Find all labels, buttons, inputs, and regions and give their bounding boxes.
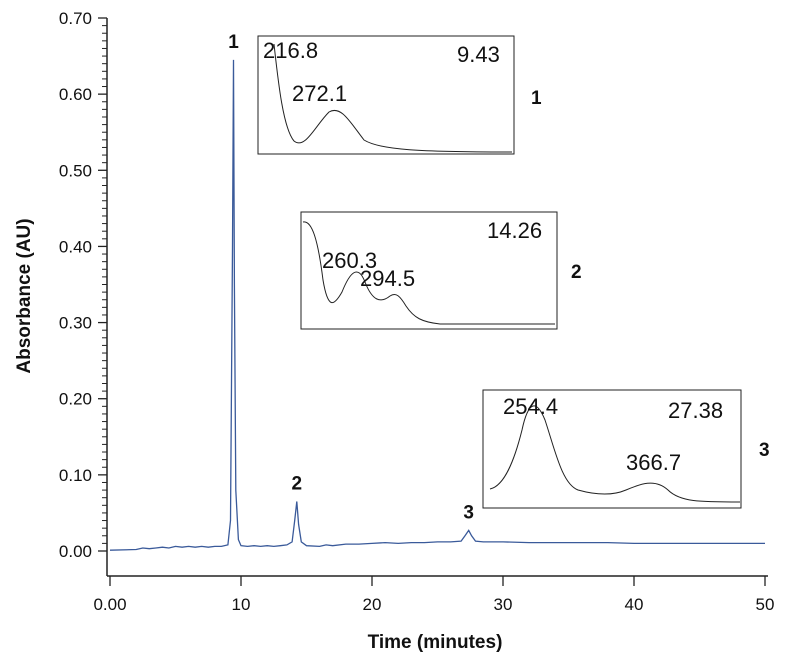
x-tick-label: 30 bbox=[494, 595, 513, 614]
y-major-ticks: 0.00 0.10 0.20 0.30 0.40 0.50 0.60 0.70 bbox=[59, 9, 107, 561]
peak-labels: 1 2 3 bbox=[228, 32, 474, 524]
y-tick-label: 0.00 bbox=[59, 542, 92, 561]
inset-curve bbox=[302, 221, 555, 325]
inset-lambda-2: 294.5 bbox=[360, 266, 415, 291]
inset-lambda-1: 254.4 bbox=[503, 394, 558, 419]
x-tick-label: 40 bbox=[625, 595, 644, 614]
inset-retention-time: 9.43 bbox=[457, 42, 500, 67]
inset-retention-time: 27.38 bbox=[668, 398, 723, 423]
inset-lambda-2: 272.1 bbox=[292, 81, 347, 106]
y-tick-label: 0.10 bbox=[59, 466, 92, 485]
inset-spectrum-3: 254.4 366.7 27.38 3 bbox=[482, 389, 770, 509]
y-axis-title: Absorbance (AU) bbox=[14, 218, 35, 373]
x-tick-label: 10 bbox=[232, 595, 251, 614]
x-axis-title: Time (minutes) bbox=[368, 632, 503, 653]
inset-id: 2 bbox=[571, 262, 582, 283]
inset-lambda-2: 366.7 bbox=[626, 450, 681, 475]
y-tick-label: 0.70 bbox=[59, 9, 92, 28]
inset-frame bbox=[482, 389, 742, 509]
inset-lambda-1: 216.8 bbox=[263, 38, 318, 63]
y-tick-label: 0.30 bbox=[59, 314, 92, 333]
y-tick-label: 0.20 bbox=[59, 390, 92, 409]
inset-retention-time: 14.26 bbox=[487, 218, 542, 243]
x-tick-label: 0.00 bbox=[93, 595, 126, 614]
inset-spectrum-2: 260.3 294.5 14.26 2 bbox=[300, 211, 582, 330]
y-minor-ticks bbox=[102, 25, 107, 544]
peak-label: 2 bbox=[292, 474, 303, 495]
x-tick-label: 50 bbox=[756, 595, 775, 614]
x-ticks: 0.00 10 20 30 40 50 bbox=[93, 576, 774, 614]
inset-spectrum-1: 216.8 272.1 9.43 1 bbox=[257, 35, 542, 155]
inset-id: 1 bbox=[531, 88, 542, 109]
y-tick-label: 0.60 bbox=[59, 85, 92, 104]
inset-frame bbox=[257, 35, 515, 155]
inset-curve bbox=[489, 405, 741, 503]
series-line bbox=[109, 59, 765, 551]
inset-id: 3 bbox=[759, 440, 770, 461]
inset-lambda-1: 260.3 bbox=[322, 248, 377, 273]
peak-label: 3 bbox=[463, 502, 474, 523]
y-tick-label: 0.50 bbox=[59, 161, 92, 180]
peak-label: 1 bbox=[228, 32, 239, 53]
y-tick-label: 0.40 bbox=[59, 237, 92, 256]
inset-curve bbox=[273, 43, 513, 153]
x-tick-label: 20 bbox=[363, 595, 382, 614]
inset-frame bbox=[300, 211, 558, 330]
